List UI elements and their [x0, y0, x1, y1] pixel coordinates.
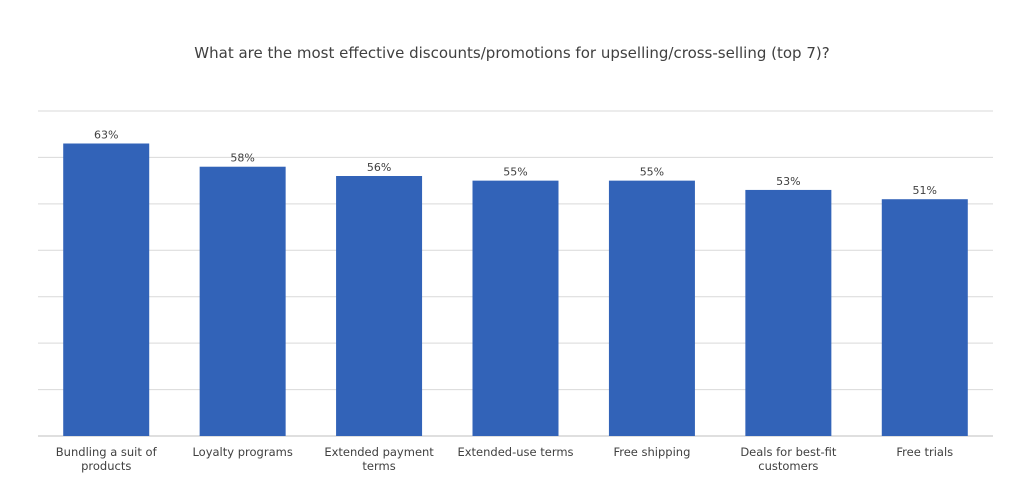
bar	[745, 189, 832, 436]
category-label: Free trials	[896, 445, 953, 459]
category-label: Extended-use terms	[457, 445, 573, 459]
category-label: Free shipping	[613, 445, 690, 459]
data-label: 55%	[640, 166, 664, 179]
data-label: 53%	[776, 175, 800, 188]
data-label: 51%	[913, 184, 937, 197]
data-labels: 63% 58% 56% 55% 55% 53% 51%	[94, 129, 937, 198]
chart-title: What are the most effective discounts/pr…	[194, 44, 829, 62]
category-label: Deals for best-fit	[740, 445, 837, 459]
bar	[63, 143, 150, 436]
bars	[63, 143, 968, 436]
category-label: Loyalty programs	[192, 445, 292, 459]
category-label: products	[81, 459, 131, 473]
bar	[199, 166, 286, 436]
category-label: Bundling a suit of	[56, 445, 158, 459]
category-label: Extended payment	[324, 445, 434, 459]
data-label: 56%	[367, 161, 391, 174]
category-label: customers	[758, 459, 818, 473]
bar	[881, 199, 968, 436]
data-label: 63%	[94, 129, 118, 142]
bar	[608, 180, 695, 436]
category-label: terms	[362, 459, 395, 473]
bar	[472, 180, 559, 436]
data-label: 55%	[503, 166, 527, 179]
bar	[336, 176, 423, 436]
data-label: 58%	[230, 152, 254, 165]
